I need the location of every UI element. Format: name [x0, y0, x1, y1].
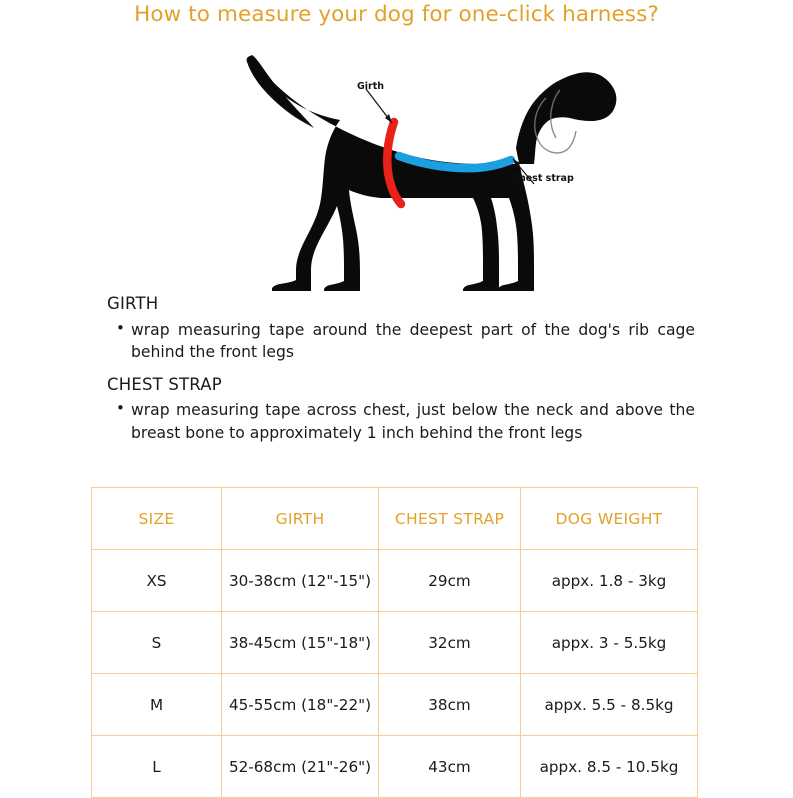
dog-silhouette-shape	[246, 55, 617, 291]
cell-size: S	[91, 611, 222, 674]
cell-weight: appx. 5.5 - 8.5kg	[520, 673, 698, 736]
instruction-list-girth: wrap measuring tape around the deepest p…	[107, 318, 695, 364]
instruction-block-chest-strap: CHEST STRAP wrap measuring tape across c…	[107, 375, 695, 445]
table-row: M 45-55cm (18"-22") 38cm appx. 5.5 - 8.5…	[91, 673, 698, 736]
measuring-instructions: GIRTH wrap measuring tape around the dee…	[107, 294, 695, 456]
cell-size: L	[91, 735, 222, 798]
column-header-chest-strap: CHEST STRAP	[378, 487, 521, 550]
instruction-bullet-girth: wrap measuring tape around the deepest p…	[116, 318, 695, 364]
dog-measurement-diagram	[228, 38, 628, 293]
cell-weight: appx. 8.5 - 10.5kg	[520, 735, 698, 798]
size-chart-table: SIZE GIRTH CHEST STRAP DOG WEIGHT XS 30-…	[91, 487, 698, 798]
column-header-size: SIZE	[91, 487, 222, 550]
table-row: S 38-45cm (15"-18") 32cm appx. 3 - 5.5kg	[91, 611, 698, 674]
size-chart-container: SIZE GIRTH CHEST STRAP DOG WEIGHT XS 30-…	[91, 487, 698, 798]
table-header-row: SIZE GIRTH CHEST STRAP DOG WEIGHT	[91, 487, 698, 550]
chest-strap-band	[394, 151, 516, 173]
girth-leader-line	[365, 88, 393, 124]
chest-strap-leader-line	[512, 158, 535, 185]
table-row: XS 30-38cm (12"-15") 29cm appx. 1.8 - 3k…	[91, 549, 698, 612]
instruction-bullet-chest-strap: wrap measuring tape across chest, just b…	[116, 398, 695, 444]
page-title: How to measure your dog for one-click ha…	[134, 2, 659, 27]
cell-chest: 29cm	[378, 549, 521, 612]
table-row: L 52-68cm (21"-26") 43cm appx. 8.5 - 10.…	[91, 735, 698, 798]
cell-size: M	[91, 673, 222, 736]
cell-girth: 45-55cm (18"-22")	[221, 673, 379, 736]
instruction-block-girth: GIRTH wrap measuring tape around the dee…	[107, 294, 695, 364]
girth-diagram-label: Girth	[357, 81, 385, 92]
instruction-heading-girth: GIRTH	[107, 294, 159, 313]
girth-band	[383, 117, 406, 209]
cell-girth: 52-68cm (21"-26")	[221, 735, 379, 798]
dog-ear-outline	[534, 89, 577, 154]
cell-girth: 30-38cm (12"-15")	[221, 549, 379, 612]
instruction-list-chest-strap: wrap measuring tape across chest, just b…	[107, 398, 695, 444]
instruction-heading-chest-strap: CHEST STRAP	[107, 374, 222, 394]
column-header-girth: GIRTH	[221, 487, 379, 550]
cell-chest: 43cm	[378, 735, 521, 798]
cell-size: XS	[91, 549, 222, 612]
cell-girth: 38-45cm (15"-18")	[221, 611, 379, 674]
cell-chest: 32cm	[378, 611, 521, 674]
cell-weight: appx. 3 - 5.5kg	[520, 611, 698, 674]
chest-strap-diagram-label: Chest strap	[512, 173, 574, 184]
cell-weight: appx. 1.8 - 3kg	[520, 549, 698, 612]
cell-chest: 38cm	[378, 673, 521, 736]
column-header-dog-weight: DOG WEIGHT	[520, 487, 698, 550]
